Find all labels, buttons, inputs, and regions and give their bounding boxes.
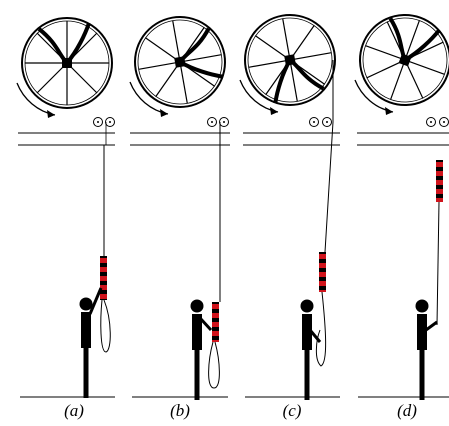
panel-b: (b) xyxy=(128,10,232,420)
panel-a: (a) xyxy=(17,18,115,420)
panel-label: (c) xyxy=(283,401,302,420)
panel-d: (d) xyxy=(347,2,449,420)
figure: (a) (b) (c) xyxy=(0,0,449,426)
panel-c: (c) xyxy=(238,8,342,420)
panel-label: (d) xyxy=(397,401,417,420)
panel-label: (a) xyxy=(64,401,84,420)
panel-label: (b) xyxy=(170,401,190,420)
